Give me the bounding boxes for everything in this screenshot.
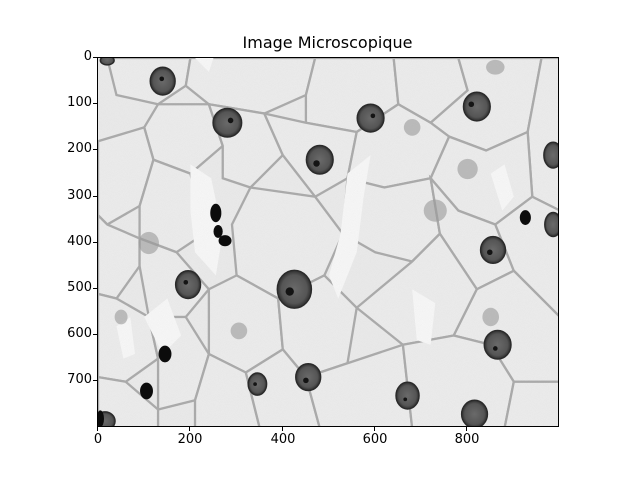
y-tick	[93, 288, 97, 289]
microscopy-image	[98, 58, 558, 426]
y-tick	[93, 57, 97, 58]
x-tick	[282, 427, 283, 431]
y-tick-label: 200	[67, 141, 92, 156]
nucleoli	[159, 76, 498, 402]
y-tick	[93, 149, 97, 150]
y-tick	[93, 196, 97, 197]
y-tick-label: 700	[67, 372, 92, 387]
y-tick-label: 300	[67, 188, 92, 203]
x-tick-label: 200	[177, 432, 203, 447]
y-tick-label: 400	[67, 234, 92, 249]
y-tick	[93, 103, 97, 104]
image-axes	[97, 57, 559, 427]
y-tick-label: 0	[83, 49, 92, 64]
x-tick	[374, 427, 375, 431]
x-tick-label: 800	[454, 432, 480, 447]
x-tick	[189, 427, 190, 431]
x-tick-label: 600	[362, 432, 388, 447]
y-tick	[93, 242, 97, 243]
y-tick-label: 600	[67, 326, 92, 341]
x-tick-label: 0	[93, 432, 103, 447]
x-tick	[97, 427, 98, 431]
x-tick-label: 400	[270, 432, 296, 447]
faint-nuclei	[114, 59, 505, 340]
y-tick-label: 100	[67, 95, 92, 110]
x-tick	[466, 427, 467, 431]
nuclei	[98, 58, 558, 426]
y-tick	[93, 380, 97, 381]
y-tick-label: 500	[67, 280, 92, 295]
dark-kupffer-cells	[98, 203, 531, 426]
plot-title: Image Microscopique	[242, 33, 413, 52]
y-tick	[93, 334, 97, 335]
